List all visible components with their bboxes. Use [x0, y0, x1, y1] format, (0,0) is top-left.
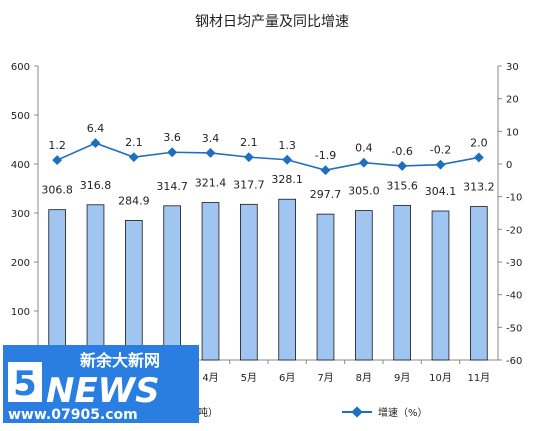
- bar: [48, 209, 67, 361]
- bar: [239, 203, 258, 361]
- chart-title: 钢材日均产量及同比增速: [195, 14, 349, 30]
- bar: [201, 202, 220, 361]
- line-value-labels: 1.2 6.4 2.1 3.6 3.4 2.1 1.3 -1.9 0.4 -0.6 -0.2 2.0: [48, 122, 487, 162]
- bar-value-label: 321.4: [195, 177, 227, 190]
- x-tick-label: 9月: [394, 372, 410, 384]
- line-point: [90, 138, 101, 149]
- watermark-cn: 新余大新网: [80, 351, 160, 370]
- y-left-tick-label: 600: [11, 62, 30, 73]
- y-right-tick-label: 10: [506, 127, 519, 138]
- y-right-tick-label: -50: [506, 323, 522, 334]
- line-point: [473, 152, 484, 163]
- line-point: [397, 161, 408, 171]
- line-value-label: 1.2: [48, 139, 66, 152]
- y-left-tick-label: 400: [11, 160, 30, 171]
- bar-value-label: 304.1: [425, 185, 457, 198]
- line-value-label: 1.3: [278, 139, 296, 152]
- bar-value-label: 315.6: [386, 179, 418, 192]
- y-right-tick-label: -20: [506, 225, 522, 236]
- x-tick-label: 4月: [202, 372, 218, 384]
- y-left-tick-label: 300: [11, 209, 30, 220]
- line-point: [358, 157, 369, 168]
- plot-area: [37, 66, 499, 364]
- bar-value-label: 314.7: [156, 180, 188, 193]
- y-left-tick-label: 200: [11, 258, 30, 269]
- line-point: [52, 155, 63, 166]
- y-right-tick-label: 30: [506, 62, 519, 73]
- legend-line-marker: [351, 406, 363, 418]
- bar: [431, 210, 450, 361]
- watermark-digit: 5: [13, 364, 37, 404]
- line-value-label: 3.4: [202, 132, 220, 145]
- y-right-tick-label: -10: [506, 193, 522, 204]
- bar-value-label: 328.1: [271, 173, 303, 186]
- bar-value-label: 313.2: [463, 181, 495, 194]
- y-right-tick-label: 20: [506, 95, 519, 106]
- watermark-logo: 5 新余大新网 NEWS www.07905.com: [3, 345, 199, 423]
- line-value-label: 0.4: [355, 142, 373, 155]
- line-point: [282, 154, 293, 165]
- line-point: [205, 147, 216, 158]
- legend-line-label: 增速（%）: [378, 406, 428, 419]
- line-value-label: -1.9: [315, 149, 336, 162]
- bar: [316, 213, 335, 361]
- bar-value-label: 297.7: [310, 188, 342, 201]
- x-axis-labels: 4月 5月 6月 7月 8月 9月 10月 11月: [202, 372, 490, 384]
- bar-value-label: 316.8: [80, 179, 112, 192]
- line-value-label: -0.6: [391, 145, 412, 158]
- bar-value-label: 284.9: [118, 194, 150, 207]
- bar-value-label: 306.8: [41, 184, 73, 197]
- y-axis-right: 30 20 10 0 -10 -20 -30 -40 -50 -60: [498, 62, 522, 367]
- growth-line: [56, 142, 479, 172]
- legend-bar-fragment: 吨）: [198, 406, 218, 419]
- bar: [469, 206, 488, 361]
- watermark-big: NEWS: [46, 371, 160, 411]
- bar-value-labels: 306.8 316.8 284.9 314.7 321.4 317.7 328.1 297.7…: [41, 173, 494, 207]
- x-tick-label: 5月: [241, 372, 257, 384]
- y-left-tick-label: 100: [11, 307, 30, 318]
- bar: [125, 219, 143, 361]
- line-point: [320, 165, 331, 176]
- line-value-label: 2.1: [125, 136, 143, 149]
- line-value-label: 2.0: [470, 136, 488, 149]
- legend: 吨） 增速（%）: [198, 406, 428, 419]
- bar: [278, 198, 297, 361]
- line-point: [128, 152, 139, 163]
- watermark-digit-badge: [8, 362, 42, 402]
- y-right-tick-label: 0: [506, 160, 512, 171]
- x-tick-label: 10月: [429, 372, 452, 384]
- line-point: [435, 159, 446, 170]
- bar: [354, 210, 373, 361]
- line-value-label: -0.2: [430, 144, 451, 157]
- line-point: [167, 147, 178, 158]
- line-value-label: 2.1: [240, 136, 258, 149]
- line-value-label: 3.6: [163, 131, 181, 144]
- x-tick-label: 7月: [317, 372, 333, 384]
- bar: [163, 205, 182, 361]
- y-right-tick-label: -30: [506, 258, 522, 269]
- y-left-tick-label: 500: [11, 111, 30, 122]
- bar-value-label: 317.7: [233, 178, 265, 191]
- bar-series: [48, 198, 488, 361]
- y-right-tick-label: -60: [506, 356, 522, 367]
- x-tick-label: 6月: [279, 372, 295, 384]
- x-tick-label: 11月: [467, 372, 490, 384]
- line-series: [52, 138, 484, 176]
- x-tick-label: 8月: [356, 372, 372, 384]
- bar-value-label: 305.0: [348, 185, 380, 198]
- line-value-label: 6.4: [87, 122, 105, 135]
- y-right-tick-label: -40: [506, 291, 522, 302]
- y-axis-left: 600 500 400 300 200 100: [11, 62, 38, 318]
- watermark-url: www.07905.com: [8, 407, 138, 423]
- bar: [86, 204, 105, 361]
- line-point: [243, 152, 254, 163]
- bar: [393, 204, 412, 361]
